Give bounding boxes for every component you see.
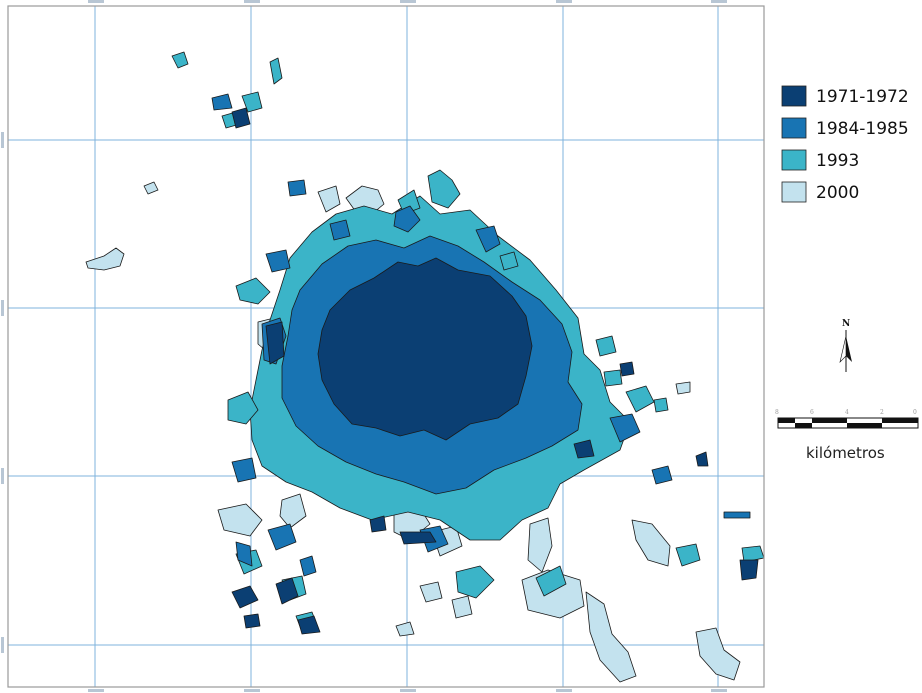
patch-1971-1972	[739, 559, 759, 581]
patch-1971-1972	[369, 515, 387, 533]
frame-tick	[244, 0, 260, 3]
patch-2000	[217, 503, 263, 537]
frame-tick	[711, 689, 727, 692]
patch-1993	[675, 543, 701, 567]
north-arrow-icon: N	[839, 319, 852, 372]
legend-swatch-1971-1972	[781, 85, 807, 107]
patch-2000	[279, 493, 307, 529]
frame-tick	[556, 0, 572, 3]
patch-2000	[143, 181, 159, 195]
patch-1993	[653, 397, 669, 413]
patch-1971-1972	[265, 321, 285, 365]
legend-label-1971-1972: 1971-1972	[816, 87, 909, 107]
patch-2000	[395, 621, 415, 637]
frame-tick	[1, 637, 4, 653]
patch-2000	[451, 595, 473, 619]
legend-label-1984-1985: 1984-1985	[816, 119, 909, 139]
patch-1984-1985	[211, 93, 233, 111]
scale-segment	[812, 418, 847, 423]
frame-tick	[556, 689, 572, 692]
patch-1971-1972	[275, 577, 299, 605]
patch-1993	[427, 169, 461, 209]
scale-tick-label: 2	[880, 409, 884, 416]
patch-2000	[85, 247, 125, 271]
patch-1971-1972	[399, 531, 437, 545]
scale-unit-label: kilómetros	[806, 444, 885, 462]
patch-1971-1972	[317, 257, 533, 441]
patch-1984-1985	[267, 523, 297, 551]
north-label: N	[842, 319, 850, 329]
patch-1993	[227, 391, 259, 425]
patch-1971-1972	[619, 361, 635, 377]
frame-tick	[1, 468, 4, 484]
patch-1984-1985	[287, 179, 307, 197]
scale-tick-label: 4	[845, 409, 849, 416]
patch-1993	[171, 51, 189, 69]
patch-1984-1985	[235, 541, 253, 567]
patch-1993	[603, 369, 623, 387]
patch-2000	[419, 581, 443, 603]
patch-2000	[631, 519, 671, 567]
scale-segment	[778, 418, 795, 423]
patch-2000	[317, 185, 341, 213]
patch-2000	[675, 381, 691, 395]
patch-2000	[527, 517, 553, 573]
patch-1993	[269, 57, 283, 85]
scale-segment	[795, 423, 812, 428]
scale-segment	[847, 423, 882, 428]
frame-tick	[400, 689, 416, 692]
legend-swatch-2000	[781, 181, 807, 203]
patch-1984-1985	[475, 225, 501, 253]
patch-2000	[695, 627, 741, 681]
frame-tick	[88, 689, 104, 692]
frame-tick	[88, 0, 104, 3]
scale-segment	[882, 418, 918, 423]
patch-1984-1985	[609, 413, 641, 443]
legend-swatch-1993	[781, 149, 807, 171]
legend: 1971-1972 1984-1985 1993 2000	[781, 85, 909, 203]
patch-1984-1985	[265, 249, 291, 273]
frame-tick	[1, 300, 4, 316]
frame-tick	[1, 132, 4, 148]
patch-1993	[235, 277, 271, 305]
patch-1971-1972	[573, 439, 595, 459]
north-arrow-head	[846, 336, 852, 362]
frame-tick	[400, 0, 416, 3]
patch-2000	[585, 591, 637, 683]
patch-1971-1972	[243, 613, 261, 629]
north-arrow-head-open	[839, 335, 847, 363]
patch-1971-1972	[231, 107, 251, 129]
legend-swatch-1984-1985	[781, 117, 807, 139]
frame-tick	[711, 0, 727, 3]
patch-1993	[499, 251, 519, 271]
patch-1971-1972	[695, 451, 709, 467]
scale-tick-label: 6	[810, 409, 814, 416]
patch-1993	[595, 335, 617, 357]
frame-ticks	[1, 0, 727, 692]
patch-1984-1985	[723, 511, 751, 519]
patch-1971-1972	[297, 615, 321, 635]
frame-tick	[244, 689, 260, 692]
patch-1984-1985	[231, 457, 257, 483]
patch-1993	[535, 565, 567, 597]
legend-label-2000: 2000	[816, 183, 859, 203]
patch-1984-1985	[393, 205, 421, 233]
patch-1984-1985	[651, 465, 673, 485]
legend-label-1993: 1993	[816, 151, 859, 171]
scale-tick-label: 8	[775, 409, 779, 416]
patch-1993	[241, 91, 263, 113]
urban-area	[85, 51, 765, 683]
patch-1984-1985	[329, 219, 351, 241]
patch-1971-1972	[231, 585, 259, 609]
patch-1984-1985	[299, 555, 317, 577]
growth-1971-1972	[231, 107, 759, 635]
map-border	[7, 5, 765, 688]
scale-bar: 8 6 4 2 0 kilómetros	[775, 409, 919, 462]
patch-1993	[455, 565, 495, 599]
scale-tick-label: 0	[913, 409, 917, 416]
